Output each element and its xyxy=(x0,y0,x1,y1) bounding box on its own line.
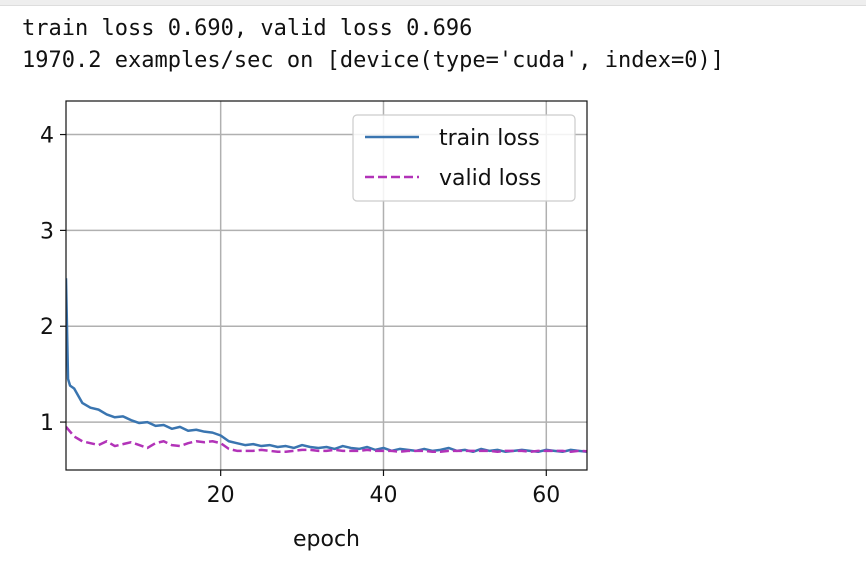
cell-border xyxy=(0,0,866,6)
legend-label: train loss xyxy=(439,126,540,151)
series-line xyxy=(66,278,587,454)
y-tick-label: 3 xyxy=(40,219,54,244)
series-line xyxy=(66,426,587,454)
x-tick-label: 20 xyxy=(207,483,235,508)
y-tick-label: 1 xyxy=(40,411,54,436)
x-tick-label: 60 xyxy=(532,483,560,508)
x-axis-label: epoch xyxy=(293,527,360,552)
x-tick-label: 40 xyxy=(369,483,397,508)
axes-frame xyxy=(65,100,588,471)
y-tick-label: 2 xyxy=(40,315,54,340)
output-line: 1970.2 examples/sec on [device(type='cud… xyxy=(22,48,724,73)
output-line: train loss 0.690, valid loss 0.696 xyxy=(22,16,473,41)
y-tick-label: 4 xyxy=(40,124,54,149)
legend-label: valid loss xyxy=(439,166,541,191)
